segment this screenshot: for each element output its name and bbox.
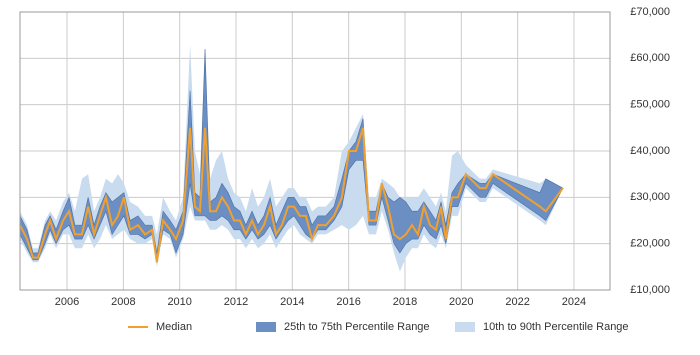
y-tick-label: £60,000 xyxy=(630,52,670,64)
x-tick-label: 2008 xyxy=(111,296,135,308)
y-tick-label: £40,000 xyxy=(630,145,670,157)
x-tick-label: 2024 xyxy=(562,296,586,308)
x-tick-label: 2010 xyxy=(167,296,191,308)
x-tick-label: 2012 xyxy=(224,296,248,308)
plot-frame xyxy=(19,11,611,291)
band-area xyxy=(19,49,564,263)
x-tick-label: 2022 xyxy=(505,296,529,308)
legend-swatch xyxy=(256,322,276,332)
y-tick-label: £10,000 xyxy=(630,284,670,296)
y-tick-label: £20,000 xyxy=(630,238,670,250)
x-tick-label: 2018 xyxy=(393,296,417,308)
x-tick-label: 2016 xyxy=(336,296,360,308)
y-tick-label: £50,000 xyxy=(630,99,670,111)
legend-label: Median xyxy=(156,321,192,333)
y-tick-label: £30,000 xyxy=(630,191,670,203)
x-tick-label: 2006 xyxy=(55,296,79,308)
legend-label: 10th to 90th Percentile Range xyxy=(483,321,629,333)
x-tick-label: 2020 xyxy=(449,296,473,308)
median-line xyxy=(19,127,564,263)
y-tick-label: £70,000 xyxy=(630,6,670,18)
legend-swatch xyxy=(455,322,475,332)
x-tick-label: 2014 xyxy=(280,296,304,308)
legend-label: 25th to 75th Percentile Range xyxy=(284,321,430,333)
